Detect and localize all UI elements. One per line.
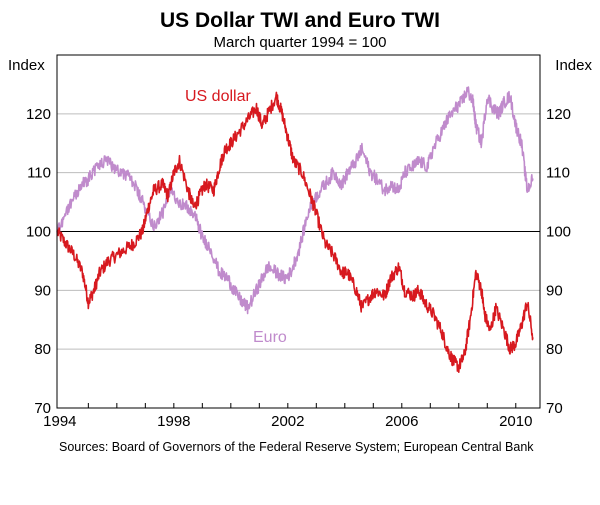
series-labels: US dollar Euro [185,88,287,346]
y-tick-left-100: 100 [26,224,51,241]
series-layer [56,86,534,373]
x-tick-2002: 2002 [271,413,304,430]
y-tick-left-110: 110 [27,165,51,182]
x-tick-2006: 2006 [385,413,418,430]
x-tick-1998: 1998 [157,413,190,430]
series-line-us-dollar [56,91,534,373]
y-axis-label-left: Index [8,57,45,74]
y-tick-right-90: 90 [546,282,563,299]
y-tick-left-70: 70 [34,400,51,417]
chart-subtitle: March quarter 1994 = 100 [213,34,386,51]
series-label-us-dollar: US dollar [185,88,251,105]
y-tick-left-80: 80 [34,341,51,358]
x-tick-1994: 1994 [43,413,76,430]
source-note: Sources: Board of Governors of the Feder… [59,440,534,454]
x-tick-2010: 2010 [499,413,532,430]
y-tick-right-110: 110 [546,165,570,182]
y-tick-right-120: 120 [546,106,571,123]
y-tick-left-90: 90 [34,282,51,299]
series-line-euro [56,86,534,315]
tick-marks [87,403,517,408]
axis-tick-labels: 70 70 80 80 90 90 100 100 110 110 120 120 1994 1998 20… [26,106,571,430]
chart-title: US Dollar TWI and Euro TWI [160,9,440,32]
y-tick-right-80: 80 [546,341,563,358]
y-axis-label-right: Index [555,57,592,74]
plot-frame [56,54,541,409]
y-tick-left-120: 120 [26,106,51,123]
y-tick-right-100: 100 [546,224,571,241]
y-tick-right-70: 70 [546,400,563,417]
series-label-euro: Euro [253,329,287,346]
